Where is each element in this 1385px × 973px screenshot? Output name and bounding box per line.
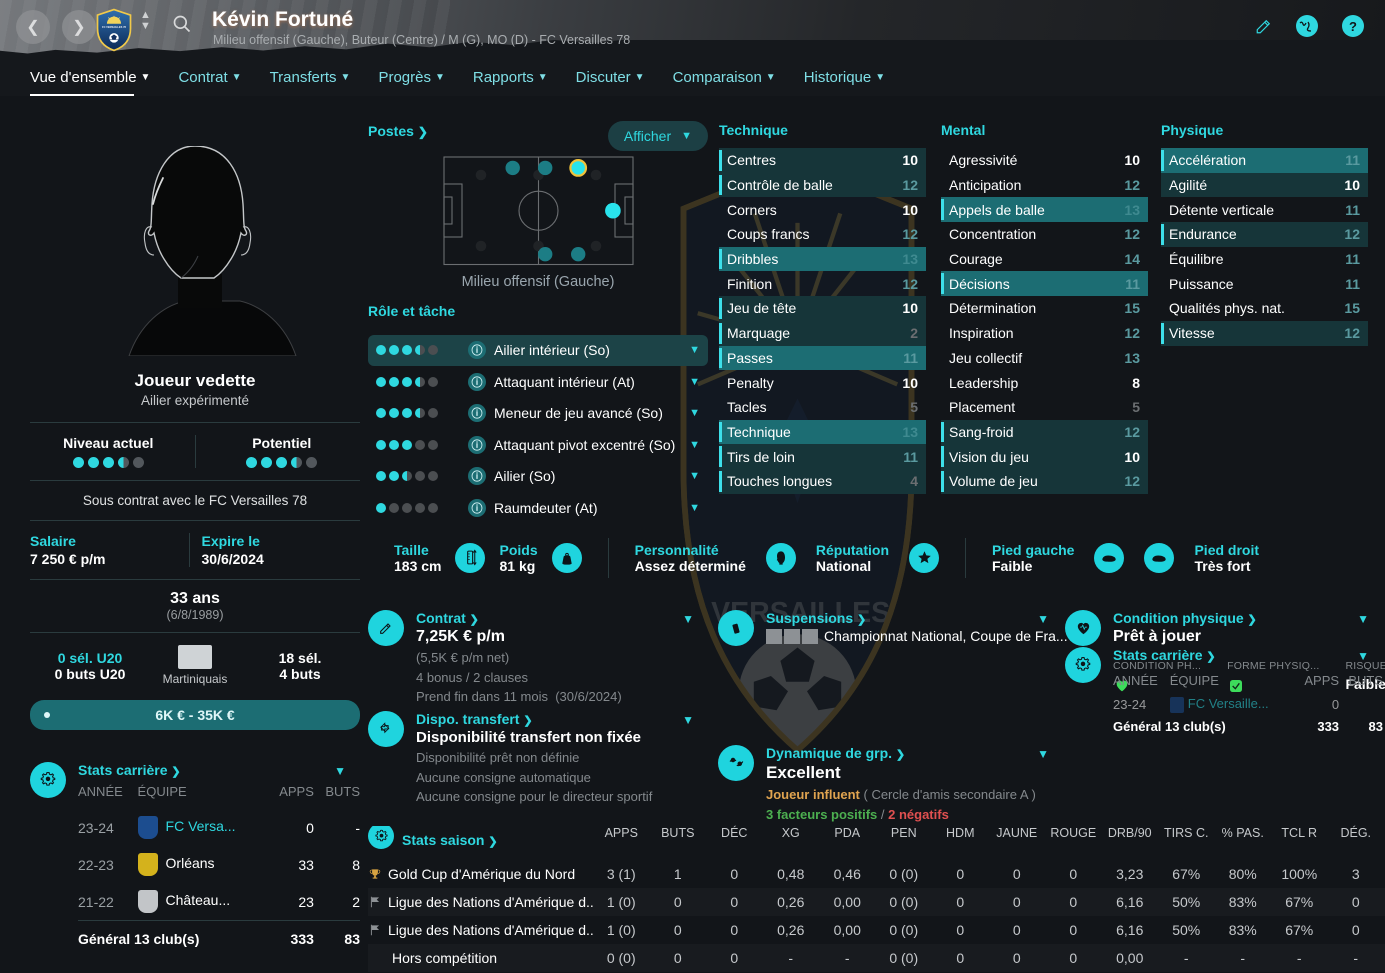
svg-text:?: ? [1349,19,1357,34]
svg-text:FC VERSAILLES 78: FC VERSAILLES 78 [102,25,126,29]
